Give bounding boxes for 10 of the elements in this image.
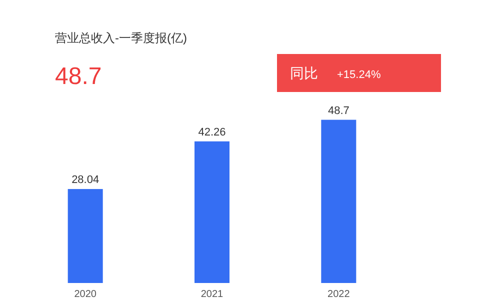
text: 同比	[290, 65, 318, 81]
x-tick-label: 2022	[328, 289, 350, 300]
data-label: 28.04	[72, 174, 100, 186]
data-label: 42.26	[198, 126, 226, 138]
text: +15.24%	[337, 69, 381, 81]
x-tick-label: 2021	[200, 289, 224, 300]
text: 48.7	[55, 63, 102, 90]
data-label: 48.7	[328, 104, 350, 117]
chart-title: 营业总收入-一季度报(亿)	[55, 31, 187, 45]
x-tick-label: 2020	[74, 289, 97, 300]
